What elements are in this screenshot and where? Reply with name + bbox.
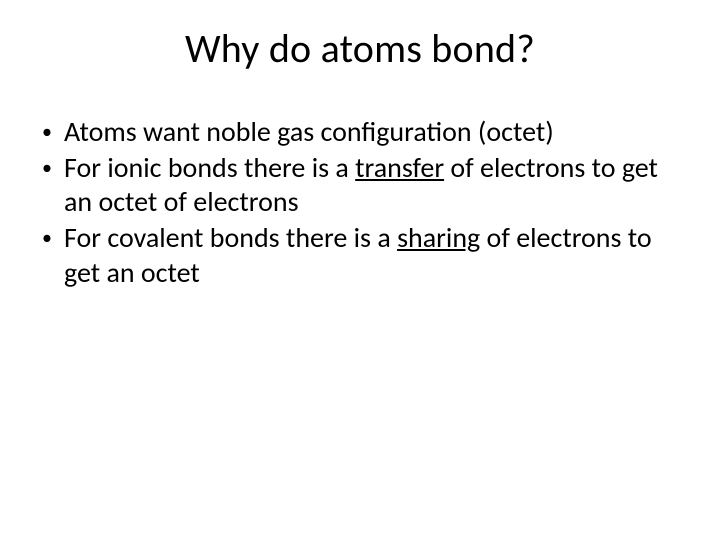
list-item: • For ionic bonds there is a transfer of…	[42, 151, 684, 219]
list-item: • Atoms want noble gas configuration (oc…	[42, 115, 684, 149]
bullet-list: • Atoms want noble gas configuration (oc…	[36, 115, 684, 290]
bullet-icon: •	[42, 151, 64, 185]
slide-title: Why do atoms bond?	[36, 24, 684, 73]
bullet-icon: •	[42, 221, 64, 255]
underlined-text: sharing	[397, 220, 480, 255]
underlined-text: transfer	[355, 150, 444, 185]
bullet-text: For covalent bonds there is a sharing of…	[64, 221, 684, 289]
text-segment: For ionic bonds there is a	[64, 150, 355, 185]
slide: Why do atoms bond? • Atoms want noble ga…	[0, 0, 720, 540]
bullet-text: For ionic bonds there is a transfer of e…	[64, 151, 684, 219]
list-item: • For covalent bonds there is a sharing …	[42, 221, 684, 289]
text-segment: For covalent bonds there is a	[64, 220, 397, 255]
bullet-icon: •	[42, 115, 64, 149]
bullet-text: Atoms want noble gas configuration (octe…	[64, 115, 684, 149]
text-segment: Atoms want noble gas configuration (octe…	[64, 114, 554, 149]
